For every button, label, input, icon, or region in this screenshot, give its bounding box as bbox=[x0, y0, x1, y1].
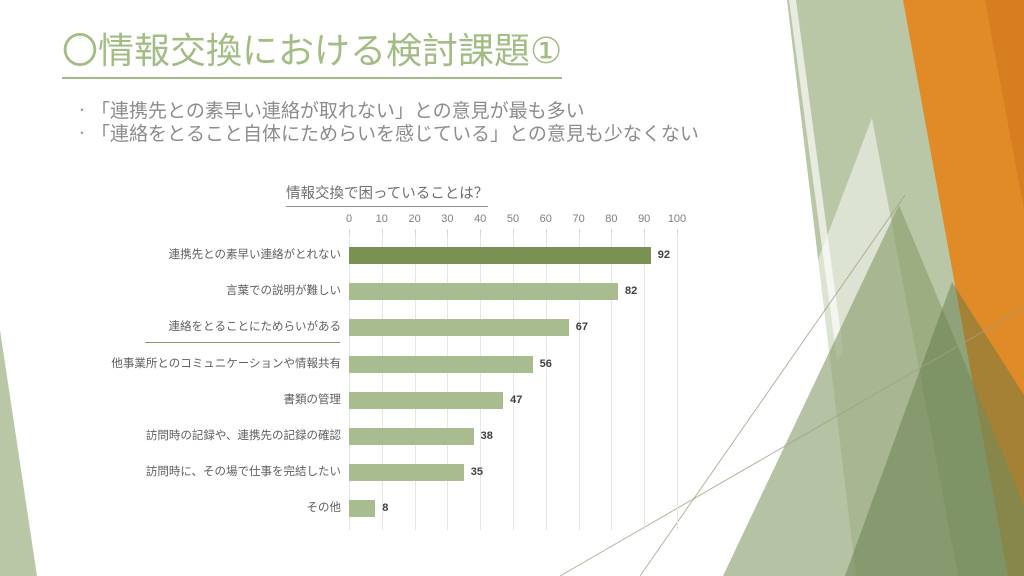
bullet-item: ・ 「連携先との素早い連絡が取れない」との意見が最も多い bbox=[76, 98, 699, 122]
value-label: 56 bbox=[539, 358, 552, 370]
bar bbox=[349, 247, 651, 264]
x-axis-tick-mark bbox=[513, 229, 514, 235]
x-axis-tick-mark bbox=[677, 229, 678, 235]
gridline bbox=[513, 235, 514, 530]
bullet-marker: ・ bbox=[76, 126, 89, 140]
x-axis-tick-label: 0 bbox=[345, 213, 353, 225]
x-axis-tick-label: 50 bbox=[506, 213, 520, 225]
bullet-list: ・ 「連携先との素早い連絡が取れない」との意見が最も多い ・ 「連絡をとること自… bbox=[76, 98, 699, 145]
category-label: 訪問時に、その場で仕事を完結したい bbox=[145, 466, 341, 478]
value-label: 92 bbox=[657, 249, 670, 261]
gridline bbox=[677, 235, 678, 530]
category-label: その他 bbox=[306, 502, 342, 514]
x-axis-tick-label: 30 bbox=[441, 213, 454, 225]
category-underline bbox=[145, 342, 340, 343]
x-axis-tick-label: 90 bbox=[638, 213, 651, 225]
bar bbox=[349, 500, 376, 517]
bullet-marker: ・ bbox=[76, 103, 89, 117]
x-axis-tick-label: 80 bbox=[605, 213, 618, 225]
x-axis-tick-mark bbox=[447, 229, 449, 235]
x-axis-tick-label: 20 bbox=[408, 213, 421, 225]
x-axis-tick-label: 100 bbox=[667, 213, 687, 225]
chart-title: 情報交換で困っていることは？ bbox=[286, 182, 489, 207]
bullet-text: 「連絡をとること自体にためらいを感じている」との意見も少なくない bbox=[91, 124, 699, 145]
x-axis-tick-mark bbox=[480, 229, 482, 235]
bar bbox=[349, 319, 569, 336]
x-axis-tick-mark bbox=[349, 229, 350, 235]
gridline bbox=[414, 235, 416, 530]
x-axis-tick-mark bbox=[545, 229, 547, 235]
x-axis-tick-label: 40 bbox=[474, 213, 487, 225]
bar bbox=[349, 356, 533, 373]
category-label: 他事業所とのコミュニケーションや情報共有 bbox=[111, 358, 341, 370]
value-label: 38 bbox=[480, 430, 493, 442]
value-label: 47 bbox=[510, 394, 523, 406]
gridline bbox=[611, 235, 613, 530]
bar bbox=[349, 392, 504, 409]
gridline bbox=[480, 235, 482, 530]
category-label: 訪問時の記録や、連携先の記録の確認 bbox=[145, 430, 341, 442]
category-label: 連携先との素早い連絡がとれない bbox=[168, 249, 341, 261]
bar bbox=[349, 464, 464, 481]
value-label: 67 bbox=[575, 321, 588, 333]
bar bbox=[349, 283, 618, 300]
gridline bbox=[447, 235, 449, 530]
gridline bbox=[644, 235, 646, 530]
x-axis-tick-mark bbox=[611, 229, 613, 235]
gridline bbox=[381, 235, 383, 530]
x-axis-tick-mark bbox=[644, 229, 646, 235]
bullet-item: ・ 「連絡をとること自体にためらいを感じている」との意見も少なくない bbox=[76, 121, 699, 145]
bar bbox=[349, 428, 474, 445]
value-label: 35 bbox=[470, 466, 484, 478]
x-axis-tick-label: 70 bbox=[572, 213, 585, 225]
x-axis-tick-mark bbox=[381, 229, 383, 235]
gridline bbox=[578, 235, 580, 530]
gridline bbox=[349, 235, 350, 530]
category-label: 書類の管理 bbox=[283, 394, 342, 406]
value-label: 8 bbox=[382, 502, 389, 514]
x-axis-tick-mark bbox=[414, 229, 416, 235]
x-axis-tick-label: 60 bbox=[539, 213, 552, 225]
gridline bbox=[545, 235, 547, 530]
value-label: 82 bbox=[624, 285, 638, 297]
page-title: 〇情報交換における検討課題① bbox=[62, 29, 563, 80]
x-axis-tick-mark bbox=[578, 229, 580, 235]
bullet-text: 「連携先との素早い連絡が取れない」との意見が最も多い bbox=[91, 101, 585, 122]
category-label: 連絡をとることにためらいがある bbox=[168, 321, 342, 333]
category-label: 言葉での説明が難しい bbox=[226, 285, 341, 297]
x-axis-tick-label: 10 bbox=[375, 213, 388, 225]
